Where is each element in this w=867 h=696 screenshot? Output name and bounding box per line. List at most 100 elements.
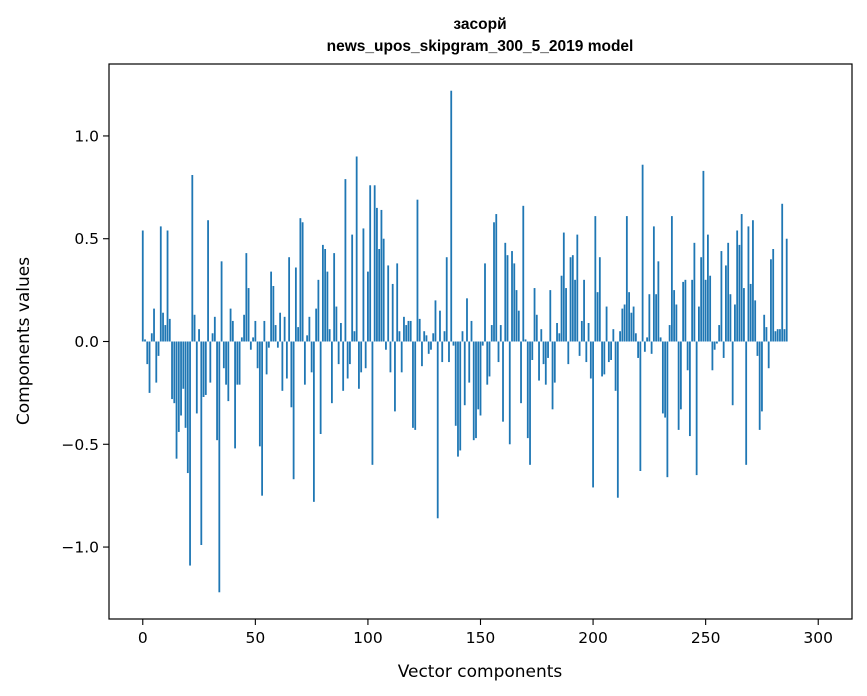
bar — [707, 234, 709, 342]
bar — [652, 226, 655, 342]
bar — [587, 323, 590, 342]
bar — [643, 341, 646, 352]
bar — [641, 164, 644, 342]
bar — [218, 341, 221, 593]
bar — [542, 341, 545, 365]
x-tick-label: 300 — [803, 629, 833, 647]
bar — [182, 341, 185, 389]
bar — [432, 333, 435, 342]
bar — [355, 156, 358, 342]
bar — [150, 333, 153, 342]
bar — [477, 341, 480, 410]
bar — [245, 253, 248, 342]
bar — [238, 341, 241, 385]
bar — [493, 222, 495, 342]
bar — [303, 341, 306, 385]
bar — [562, 232, 565, 342]
bar — [682, 281, 685, 342]
bar — [578, 341, 581, 356]
bar — [686, 341, 689, 371]
bar — [738, 244, 741, 342]
bar — [204, 341, 207, 395]
bar — [556, 323, 558, 342]
bar — [758, 341, 761, 430]
bar — [229, 308, 232, 342]
bar — [434, 300, 437, 342]
bar — [342, 341, 345, 391]
bar — [621, 308, 624, 342]
bar — [677, 341, 680, 430]
bar — [450, 90, 453, 342]
bar — [146, 341, 149, 365]
bar — [463, 341, 466, 406]
bar — [335, 306, 338, 342]
bar — [713, 341, 716, 350]
bar — [592, 341, 594, 488]
bar — [216, 341, 218, 441]
bar — [679, 341, 682, 410]
bar — [756, 341, 759, 356]
bar — [499, 325, 502, 342]
bar — [637, 341, 640, 358]
x-tick-label: 100 — [353, 629, 383, 647]
bar — [364, 341, 367, 369]
bar — [673, 290, 676, 342]
bar — [378, 249, 381, 342]
bar — [743, 288, 745, 342]
bar — [209, 341, 212, 383]
bar — [337, 341, 340, 365]
bar — [488, 341, 491, 377]
bar — [297, 327, 300, 342]
bar — [734, 304, 736, 342]
bar — [367, 271, 369, 342]
bar — [288, 257, 291, 342]
bar — [252, 337, 254, 342]
bar — [414, 341, 417, 430]
y-tick-label: −0.5 — [61, 436, 99, 454]
bar — [630, 312, 633, 342]
bar — [421, 341, 423, 367]
bar — [200, 341, 203, 545]
bar — [779, 329, 781, 342]
bar — [490, 325, 493, 342]
bar — [709, 275, 712, 342]
bar — [607, 341, 610, 363]
bar — [688, 341, 691, 437]
bar — [168, 318, 171, 342]
bar — [220, 261, 223, 342]
bar — [294, 267, 297, 342]
bar — [279, 312, 282, 342]
bar — [628, 292, 630, 342]
bar — [202, 341, 205, 397]
bar — [776, 329, 779, 342]
bar — [198, 329, 200, 342]
bar — [254, 320, 257, 342]
bar — [767, 341, 770, 369]
bar — [538, 341, 540, 381]
y-tick-label: 1.0 — [74, 127, 99, 145]
bar — [754, 300, 757, 342]
bar — [675, 304, 678, 342]
bar — [614, 341, 617, 391]
bar — [772, 249, 775, 342]
bar — [243, 314, 245, 342]
bar — [553, 341, 556, 383]
bar — [373, 185, 376, 342]
bar — [312, 341, 315, 502]
bar — [704, 279, 707, 342]
bar — [263, 320, 266, 342]
bar — [761, 341, 763, 412]
bar — [353, 331, 356, 342]
bar — [207, 220, 209, 342]
bar — [468, 341, 471, 383]
bar — [594, 216, 597, 342]
bar — [722, 341, 725, 358]
plot-frame — [108, 63, 853, 620]
y-axis: 1.0 0.5 0.0 −0.5 −1.0 — [61, 127, 109, 557]
bar — [727, 242, 730, 342]
bar — [177, 341, 180, 432]
bar — [358, 341, 360, 389]
bar — [459, 341, 462, 451]
x-axis-label: Vector components — [398, 662, 563, 682]
bar — [400, 341, 403, 373]
